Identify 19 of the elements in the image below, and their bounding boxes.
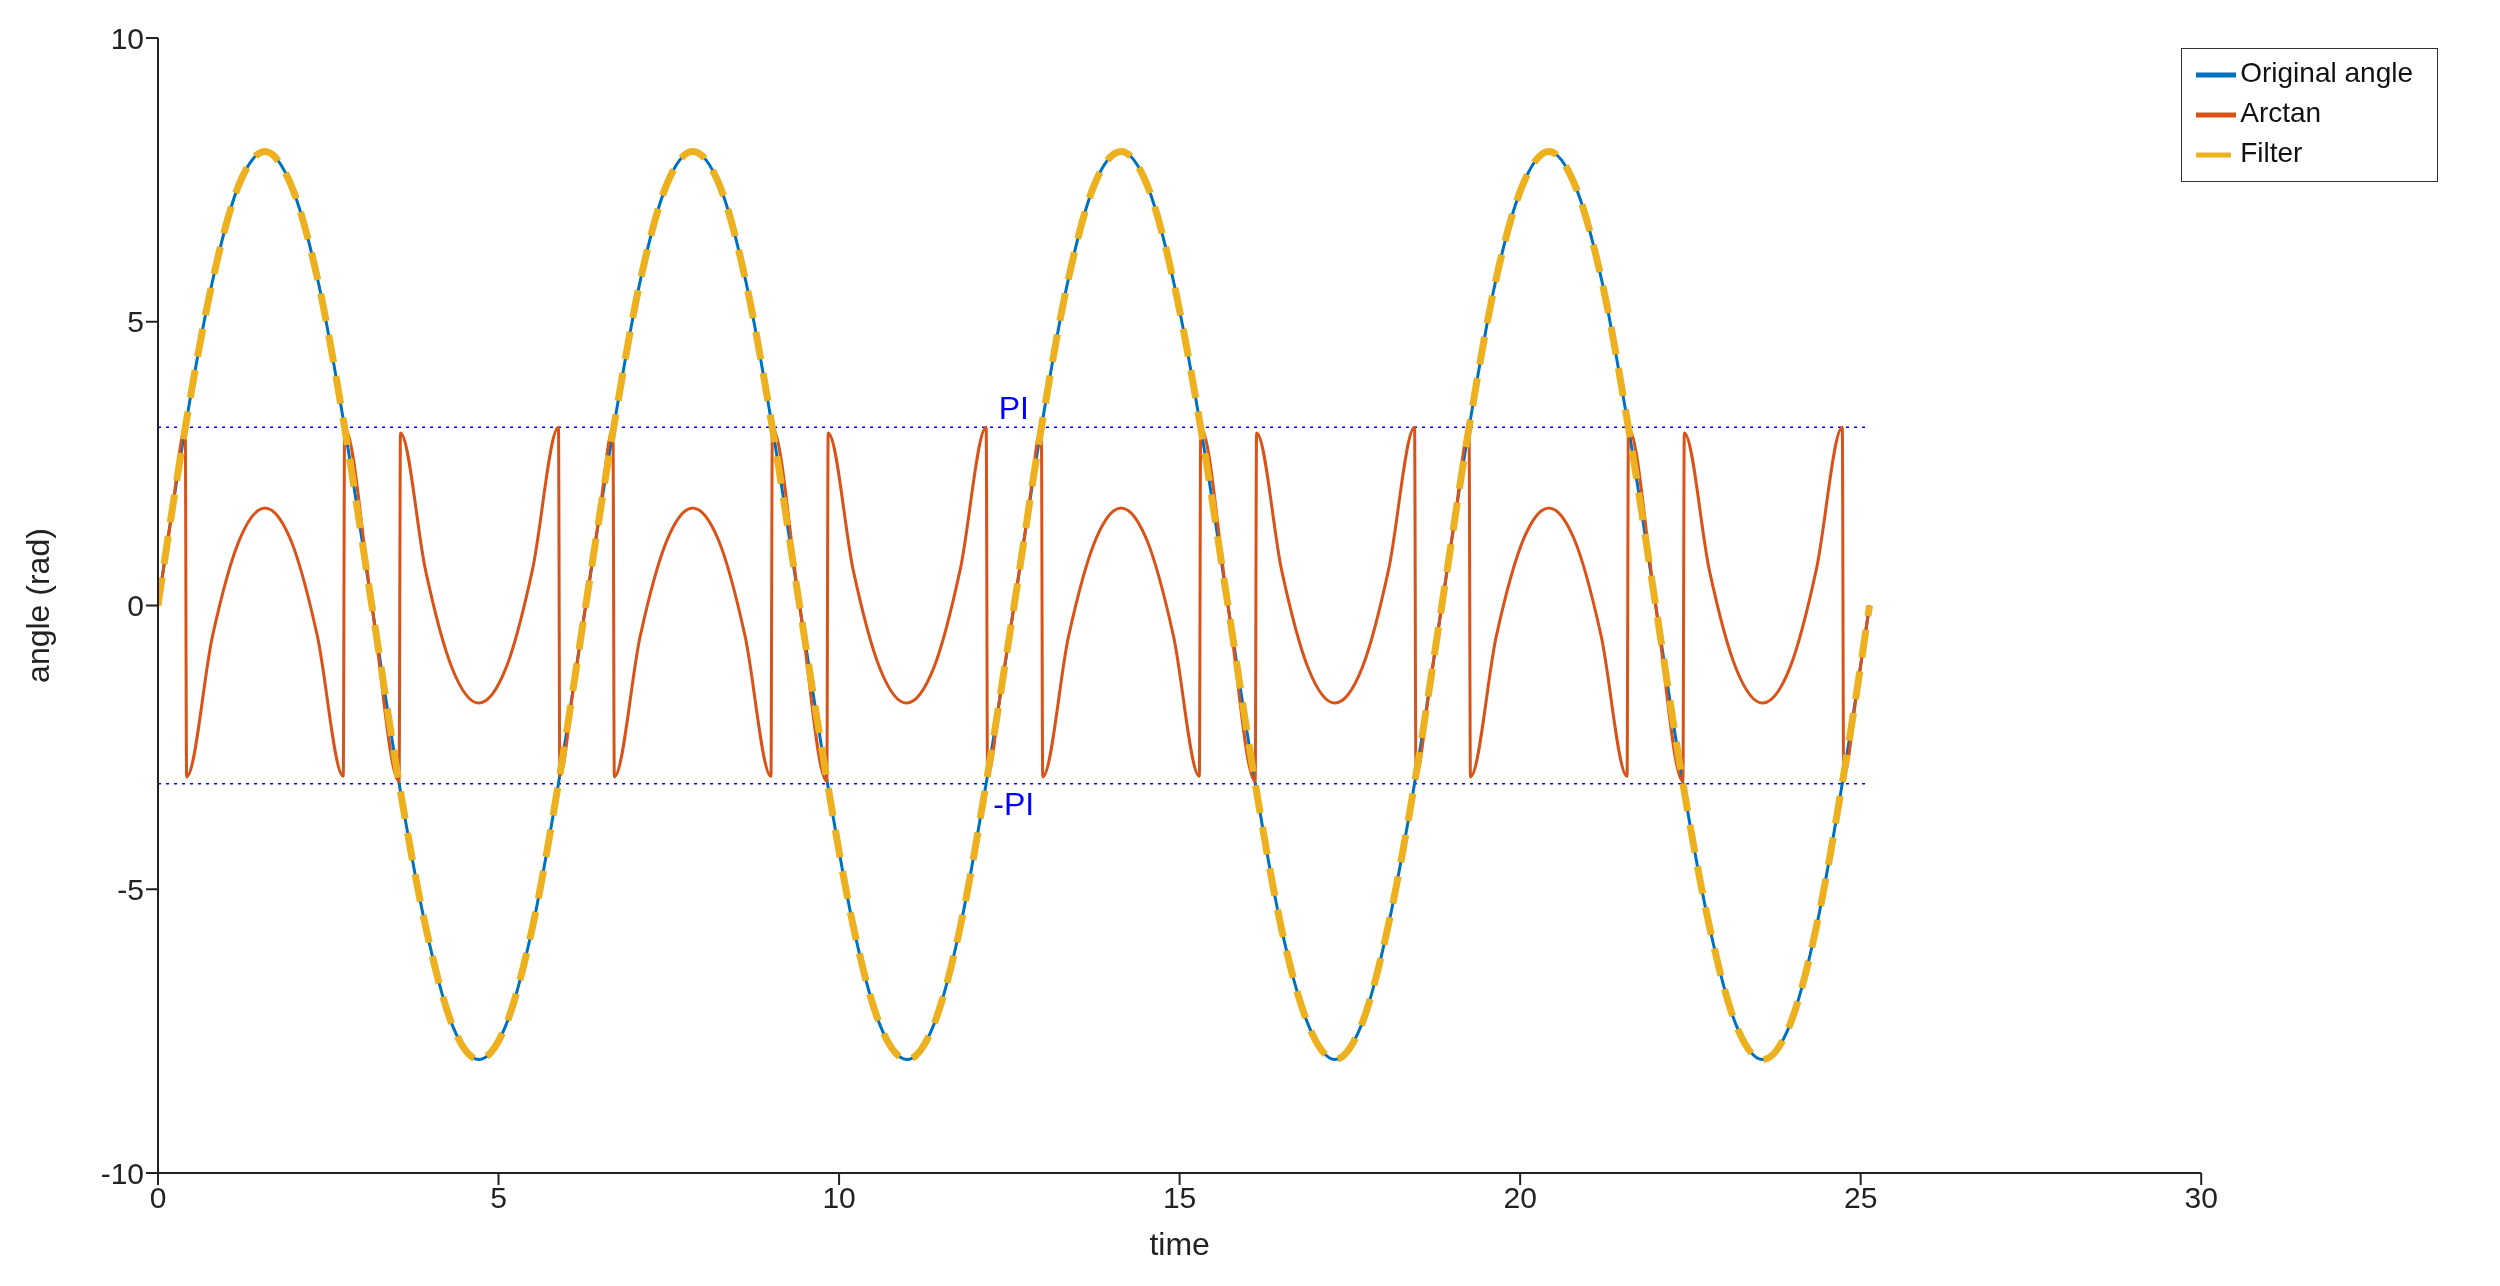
ref-line-label: -PI [993, 785, 1035, 822]
x-tick-label: 0 [149, 1181, 167, 1215]
legend-label: Original angle [2240, 57, 2413, 89]
x-axis-title: time [1149, 1226, 1210, 1262]
x-tick-label: 5 [490, 1181, 507, 1215]
y-tick-label: 0 [127, 589, 144, 623]
y-axis-title: angle (rad) [20, 528, 57, 683]
x-tick-label: 30 [2184, 1181, 2218, 1215]
y-tick-label: 5 [127, 305, 144, 339]
x-tick-label: 10 [822, 1181, 856, 1215]
legend-label: Filter [2240, 137, 2303, 169]
x-tick-label: 15 [1162, 1181, 1197, 1215]
y-tick-label: -5 [117, 872, 144, 906]
x-tick-label: 25 [1843, 1181, 1878, 1215]
y-tick-label: 10 [110, 21, 144, 55]
y-tick-label: -10 [100, 1156, 144, 1190]
x-tick-label: 20 [1503, 1181, 1537, 1215]
ref-line-label: PI [998, 390, 1029, 427]
legend-label: Arctan [2240, 97, 2322, 129]
